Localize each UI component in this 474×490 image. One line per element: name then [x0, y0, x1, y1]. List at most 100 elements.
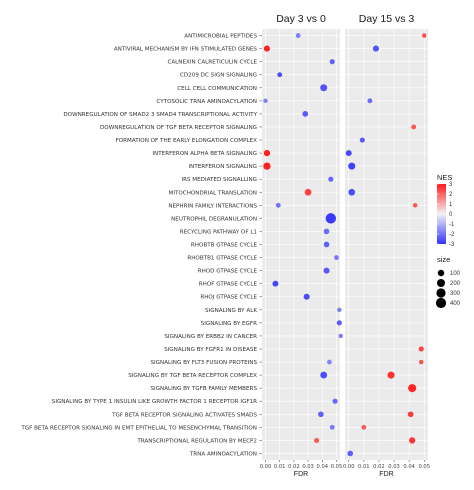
- data-point: [263, 149, 271, 157]
- data-point: [302, 111, 309, 117]
- data-point: [272, 280, 279, 287]
- data-point: [328, 176, 334, 182]
- nes-tick-label: -2: [449, 232, 455, 238]
- term-label: CELL CELL COMMUNICATION: [177, 86, 257, 92]
- term-label: TRNA AMINOACYLATION: [189, 451, 257, 457]
- nes-tick-label: 2: [449, 192, 453, 198]
- data-point: [295, 33, 301, 38]
- data-point: [361, 424, 367, 430]
- term-label: RECYCLING PATHWAY OF L1: [180, 229, 258, 235]
- data-point: [275, 202, 281, 208]
- term-label: TGF BETA RECEPTOR SIGNALING IN EMT EPITH…: [20, 425, 257, 431]
- data-point: [407, 411, 414, 418]
- x-tick-label: 0.04: [403, 464, 415, 470]
- data-point: [304, 188, 312, 196]
- nes-tick-label: 1: [449, 202, 453, 208]
- data-point: [318, 411, 324, 418]
- data-point: [263, 45, 270, 52]
- term-label: FORMATION OF THE EARLY ELONGATION COMPLE…: [116, 138, 258, 144]
- data-point: [277, 72, 283, 78]
- size-legend-label: 200: [450, 281, 461, 287]
- data-point: [345, 150, 352, 157]
- term-label: ANTIVIRAL MECHANISM BY IFN STIMULATED GE…: [114, 47, 258, 53]
- panels: [262, 29, 428, 460]
- size-legend-key: [436, 278, 446, 288]
- x-tick-label: 0.03: [388, 464, 400, 470]
- term-label: DOWNREGULATION OF SMAD2 3 SMAD4 TRANSCRI…: [63, 112, 257, 118]
- data-point: [314, 437, 320, 443]
- term-label: SIGNALING BY ALK: [205, 308, 257, 314]
- term-label: SIGNALING BY TGF BETA RECEPTOR COMPLEX: [128, 373, 257, 379]
- nes-tick-label: 0: [449, 212, 453, 218]
- data-point: [408, 384, 417, 393]
- data-point: [329, 424, 335, 430]
- term-label: RHOF GTPASE CYCLE: [199, 282, 258, 288]
- term-label: ANTIMICROBIAL PEPTIDES: [184, 34, 257, 40]
- data-point: [422, 33, 427, 38]
- term-label: SIGNALING BY FGFR1 IN DISEASE: [164, 347, 257, 353]
- data-point: [325, 213, 337, 224]
- data-point: [348, 188, 356, 196]
- data-point: [412, 203, 418, 208]
- data-point: [323, 241, 330, 248]
- term-label: NEUTROPHIL DEGRANULATION: [171, 216, 257, 222]
- data-point: [367, 98, 373, 104]
- x-tick-label: 0.05: [418, 464, 430, 470]
- x-tick-label: 0.04: [317, 464, 329, 470]
- term-label: CALNEXIN CALRETICULIN CYCLE: [167, 60, 257, 66]
- term-label: SIGNALING BY EGFR: [201, 321, 257, 327]
- term-labels: ANTIMICROBIAL PEPTIDES ANTIVIRAL MECHANIS…: [20, 34, 262, 457]
- x-axis-title-1: FDR: [294, 471, 308, 478]
- panel-strips: Day 3 vs 0 Day 15 vs 3: [276, 13, 414, 25]
- x-tick-label: 0.02: [288, 464, 300, 470]
- term-label: SIGNALING BY ERBB2 IN CANCER: [164, 334, 257, 340]
- data-point: [337, 307, 342, 313]
- data-point: [320, 84, 328, 92]
- term-label: INTERFERON ALPHA BETA SIGNALING: [152, 151, 257, 157]
- x-axis-title-2: FDR: [379, 471, 393, 478]
- data-point: [320, 371, 328, 379]
- size-legend-title: size: [437, 255, 450, 264]
- panel-title-1: Day 3 vs 0: [276, 13, 326, 25]
- size-legend-key: [435, 297, 447, 309]
- data-point: [332, 398, 338, 404]
- term-label: CD209 DC SIGN SIGNALING: [180, 73, 257, 79]
- data-point: [418, 346, 424, 352]
- data-point: [326, 359, 332, 365]
- data-point: [411, 124, 417, 130]
- term-label: TGF BETA RECEPTOR SIGNALING ACTIVATES SM…: [111, 412, 257, 418]
- term-label: SIGNALING BY TYPE 1 INSULIN LIKE GROWTH …: [52, 399, 257, 405]
- term-label: RHOBTB1 GTPASE CYCLE: [187, 256, 257, 262]
- data-point: [336, 320, 342, 326]
- data-point: [263, 98, 268, 104]
- x-tick-label: 0.01: [274, 464, 286, 470]
- term-label: MITOCHONDRIAL TRANSLATION: [169, 190, 258, 196]
- x-tick-label: 0.00: [343, 464, 355, 470]
- panel-title-2: Day 15 vs 3: [359, 13, 415, 25]
- x-tick-label: 0.02: [373, 464, 385, 470]
- data-point: [359, 137, 365, 143]
- data-point: [387, 371, 395, 379]
- x-tick-label: 0.05: [331, 464, 343, 470]
- data-point: [334, 255, 339, 260]
- data-point: [323, 267, 330, 274]
- term-label: RHOD GTPASE CYCLE: [198, 269, 258, 275]
- data-point: [347, 450, 354, 457]
- data-point: [409, 437, 416, 444]
- term-label: RHOJ GTPASE CYCLE: [200, 295, 257, 301]
- term-label: CYTOSOLIC TRNA AMINOACYLATION: [156, 99, 257, 105]
- data-point: [372, 45, 379, 52]
- size-legend-key: [437, 269, 445, 277]
- data-point: [329, 59, 335, 65]
- nes-legend-title: NES: [437, 173, 452, 182]
- x-tick-label: 0.03: [302, 464, 314, 470]
- size-legend-label: 400: [450, 301, 461, 307]
- size-legend-label: 300: [450, 291, 461, 297]
- term-label: TRANSCRIPTIONAL REGULATION BY MECP2: [136, 438, 257, 444]
- data-point: [263, 162, 271, 170]
- x-tick-label: 0.01: [358, 464, 370, 470]
- data-point: [338, 333, 343, 339]
